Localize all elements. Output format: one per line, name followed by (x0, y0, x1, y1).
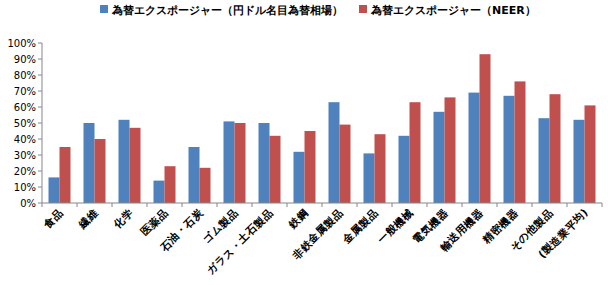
x-tick-label: 非鉄金属製品 (289, 206, 345, 262)
legend-swatch (359, 5, 367, 13)
y-tick (38, 59, 42, 60)
x-tick-label: 繊維 (75, 206, 100, 231)
legend-label: 為替エクスポージャー（円ドル名目為替相場） (111, 4, 343, 17)
bar (410, 102, 421, 203)
legend-swatch (100, 5, 108, 13)
x-tick (182, 203, 183, 207)
bar (119, 120, 130, 203)
bar (189, 147, 200, 203)
x-tick (602, 203, 603, 207)
bar (515, 81, 526, 203)
y-tick (38, 43, 42, 44)
chart: 0% 10% 20% 30% 40% 50% 60% 70% 80% 90% 100% 食品繊維化学医… (0, 0, 608, 285)
y-tick-label: 20% (14, 166, 36, 177)
y-tick (38, 155, 42, 156)
legend-item: 為替エクスポージャー（円ドル名目為替相場） (100, 4, 343, 17)
y-tick (38, 107, 42, 108)
x-tick (322, 203, 323, 207)
x-tick-label: 医薬品 (138, 206, 170, 238)
bar (270, 136, 281, 203)
x-tick (392, 203, 393, 207)
bar (550, 94, 561, 203)
bar (434, 112, 445, 203)
x-tick (42, 203, 43, 207)
bar (539, 118, 550, 203)
y-tick-label: 70% (14, 86, 36, 97)
y-tick (38, 75, 42, 76)
bar (200, 168, 211, 203)
x-tick-label: 鉄鋼 (285, 206, 310, 231)
x-tick-label: 金属製品 (340, 206, 380, 246)
x-tick-label: (製造業平均) (536, 206, 590, 260)
x-tick-label: 一般機械 (375, 206, 415, 246)
y-tick-label: 0% (20, 198, 36, 209)
bar (340, 125, 351, 203)
x-tick (147, 203, 148, 207)
y-tick-label: 60% (14, 102, 36, 113)
bar (154, 181, 165, 203)
bar (305, 131, 316, 203)
x-tick (252, 203, 253, 207)
x-tick (112, 203, 113, 207)
y-tick (38, 123, 42, 124)
bar (130, 128, 141, 203)
bar (49, 177, 60, 203)
bar (84, 123, 95, 203)
y-tick (38, 187, 42, 188)
bar (224, 121, 235, 203)
y-tick-label: 50% (14, 118, 36, 129)
x-tick (497, 203, 498, 207)
bar (259, 123, 270, 203)
x-tick-label: 輸送用機器 (437, 206, 485, 254)
x-tick (462, 203, 463, 207)
x-tick (567, 203, 568, 207)
x-tick-label: ガラス・土石製品 (204, 206, 275, 277)
x-tick (357, 203, 358, 207)
y-tick-label: 40% (14, 134, 36, 145)
legend-item: 為替エクスポージャー（NEER） (359, 4, 536, 17)
x-tick-label: 化学 (110, 206, 135, 231)
x-tick (217, 203, 218, 207)
bar (235, 123, 246, 203)
bar (95, 139, 106, 203)
bars (49, 54, 596, 203)
bar (445, 97, 456, 203)
y-tick-label: 10% (14, 182, 36, 193)
y-tick-label: 30% (14, 150, 36, 161)
x-tick-label: 食品 (40, 206, 65, 231)
bar (585, 105, 596, 203)
y-tick (38, 171, 42, 172)
bar (165, 166, 176, 203)
y-tick-label: 80% (14, 70, 36, 81)
bar (375, 134, 386, 203)
bar (399, 136, 410, 203)
bar (364, 153, 375, 203)
x-tick-label: 石油・石炭 (157, 205, 206, 254)
bar (294, 152, 305, 203)
x-tick (532, 203, 533, 207)
bar (480, 54, 491, 203)
bar (504, 96, 515, 203)
x-tick (77, 203, 78, 207)
y-tick (38, 139, 42, 140)
y-axis (42, 43, 43, 203)
x-tick (287, 203, 288, 207)
bar (329, 102, 340, 203)
legend-label: 為替エクスポージャー（NEER） (370, 4, 536, 17)
y-tick (38, 91, 42, 92)
x-tick (427, 203, 428, 207)
bar (60, 147, 71, 203)
y-tick (38, 203, 42, 204)
bar (469, 93, 480, 203)
y-tick-label: 90% (14, 54, 36, 65)
bar (574, 120, 585, 203)
y-tick-label: 100% (7, 38, 36, 49)
